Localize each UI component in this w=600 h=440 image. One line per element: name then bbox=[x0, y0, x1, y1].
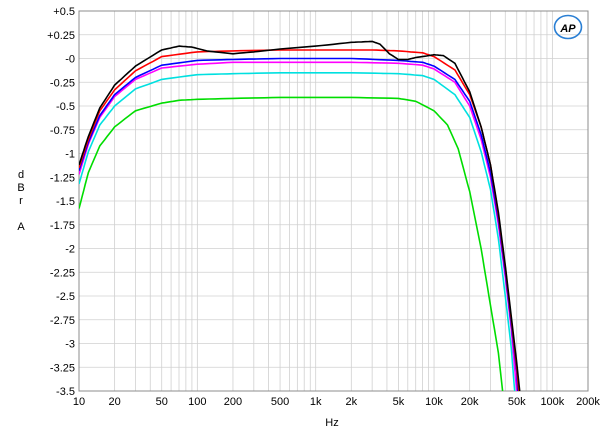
x-tick-label: 50k bbox=[508, 396, 526, 408]
y-tick-label: -2.75 bbox=[50, 315, 75, 327]
ap-logo-icon: AP bbox=[553, 14, 583, 40]
series-lines bbox=[79, 40, 521, 391]
x-tick-label: 10 bbox=[73, 396, 85, 408]
series-line bbox=[79, 40, 521, 391]
y-tick-label: +0.25 bbox=[47, 30, 75, 42]
y-tick-label: -1 bbox=[65, 149, 75, 161]
y-tick-label: -1.25 bbox=[50, 172, 75, 184]
y-tick-label: -2.25 bbox=[50, 267, 75, 279]
ap-logo-text: AP bbox=[559, 23, 576, 35]
x-tick-label: 200k bbox=[576, 396, 600, 408]
y-tick-label: -2 bbox=[65, 244, 75, 256]
y-tick-label: -2.5 bbox=[56, 291, 75, 303]
y-axis-label-char: d bbox=[18, 169, 24, 181]
x-tick-label: 2k bbox=[346, 396, 358, 408]
series-line bbox=[79, 96, 504, 391]
series-line bbox=[79, 72, 516, 391]
x-tick-label: 200 bbox=[224, 396, 242, 408]
y-tick-label: -3.25 bbox=[50, 362, 75, 374]
y-tick-label: -3 bbox=[65, 339, 75, 351]
series-line bbox=[79, 61, 518, 391]
y-tick-label: -0 bbox=[65, 54, 75, 66]
x-tick-label: 50 bbox=[156, 396, 168, 408]
x-tick-label: 20 bbox=[109, 396, 121, 408]
y-tick-labels: +0.5 +0.25 -0 -0.25 -0.5 -0.75 -1 -1.25 -1.5 -1.7… bbox=[47, 6, 75, 398]
x-tick-labels: 10 20 50 100 200 500 1k 2k 5k 10k 20k 50k 100k 200k bbox=[73, 396, 600, 408]
x-tick-label: 100k bbox=[540, 396, 564, 408]
x-tick-label: 500 bbox=[271, 396, 289, 408]
x-tick-label: 20k bbox=[461, 396, 479, 408]
y-tick-label: -1.5 bbox=[56, 196, 75, 208]
y-axis-label-char: A bbox=[17, 221, 25, 233]
y-axis-label: dBr A bbox=[17, 169, 25, 233]
x-tick-label: 1k bbox=[310, 396, 322, 408]
x-tick-label: 10k bbox=[425, 396, 443, 408]
y-tick-label: +0.5 bbox=[53, 6, 75, 18]
y-tick-label: -0.75 bbox=[50, 125, 75, 137]
y-tick-label: -0.25 bbox=[50, 77, 75, 89]
y-tick-label: -1.75 bbox=[50, 220, 75, 232]
x-tick-label: 100 bbox=[188, 396, 206, 408]
y-axis-label-char: r bbox=[19, 195, 23, 207]
x-axis-label: Hz bbox=[325, 417, 338, 429]
y-axis-label-char: B bbox=[17, 182, 24, 194]
ap-logo-ring bbox=[553, 14, 583, 40]
plot-frame bbox=[78, 10, 589, 392]
y-tick-label: -0.5 bbox=[56, 101, 75, 113]
y-tick-label: -3.5 bbox=[56, 386, 75, 398]
series-line bbox=[79, 49, 520, 391]
x-tick-label: 5k bbox=[393, 396, 405, 408]
grid bbox=[78, 10, 589, 392]
